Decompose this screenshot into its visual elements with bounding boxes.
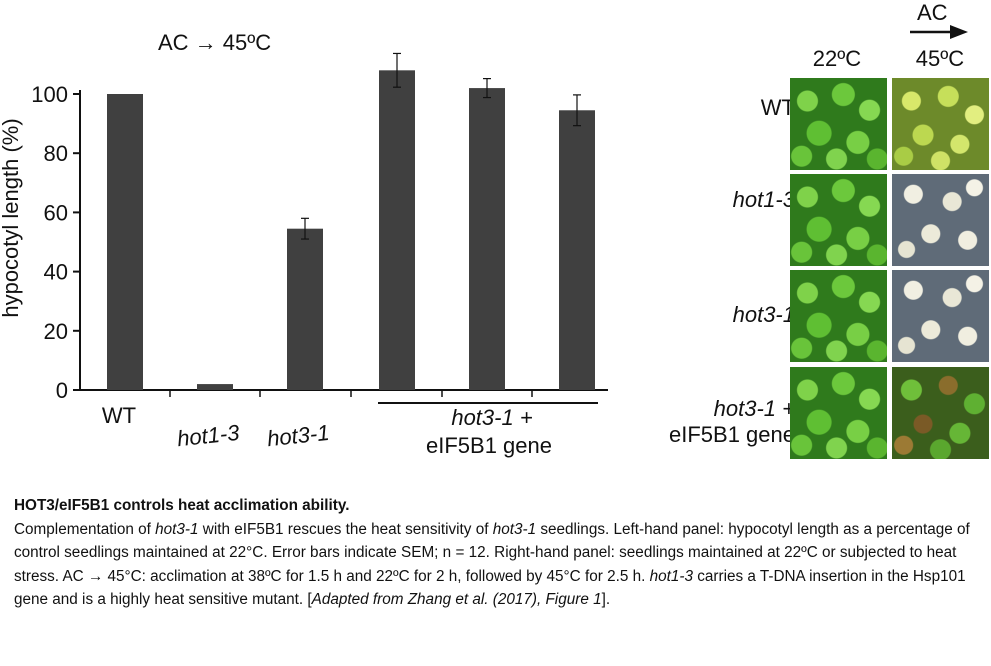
seedling-photo-panel: AC 22ºC 45ºC WT hot1-3 hot3-1 hot3-1 + eI… [640,0,991,480]
column-label-45c: 45ºC [915,46,965,71]
group-label-line2: eIF5B1 gene [426,433,552,458]
y-tick-label: 20 [44,319,68,344]
arrow-right-icon [910,25,968,39]
bar [107,94,143,390]
photo-hot3-1-eif5b1-22c [790,367,887,459]
hypocotyl-bar-chart: AC → 45ºC hypocotyl length (%) 0 20 40 60 80… [0,30,608,458]
chart-title: AC → 45ºC [158,30,271,55]
y-tick-label: 100 [31,82,68,107]
bar [197,384,233,390]
error-bars [301,52,581,240]
caption-title: HOT3/eIF5B1 controls heat acclimation ab… [14,497,350,514]
row-label-hot3-1-eif5b1: hot3-1 + eIF5B1 gene [669,396,795,447]
x-category-label: WT [102,403,136,428]
row-label-hot1-3: hot1-3 [732,187,795,212]
group-label-line1: hot3-1 + [451,405,532,430]
bar [469,88,505,390]
x-category-label: hot1-3 [176,420,241,451]
photo-wt-22c [790,78,887,170]
y-tick-label: 80 [44,141,68,166]
x-category-label: hot3-1 [266,420,331,451]
bar [379,70,415,390]
photo-hot1-3-22c [790,174,887,266]
photo-hot3-1-45c [892,270,989,362]
photo-wt-45c [892,78,989,170]
x-category-labels: WT hot1-3 hot3-1 [102,403,331,451]
y-tick-label: 60 [44,200,68,225]
figure-caption: HOT3/eIF5B1 controls heat acclimation ab… [14,494,979,612]
ac-header: AC [917,0,948,25]
row-label-wt: WT [760,95,795,120]
bar [559,110,595,390]
row-label-hot3-1: hot3-1 [732,302,795,327]
y-tick-label: 0 [56,378,68,403]
bars [107,70,595,390]
y-axis-label: hypocotyl length (%) [0,118,23,317]
y-tick-labels: 0 20 40 60 80 100 [31,82,68,403]
y-tick-label: 40 [44,260,68,285]
bar [287,228,323,390]
column-label-22c: 22ºC [812,46,862,71]
photo-hot3-1-eif5b1-45c [892,367,989,459]
photo-hot3-1-22c [790,270,887,362]
axes [73,90,608,397]
caption-body: Complementation of hot3-1 with eIF5B1 re… [14,520,970,609]
photo-hot1-3-45c [892,174,989,266]
